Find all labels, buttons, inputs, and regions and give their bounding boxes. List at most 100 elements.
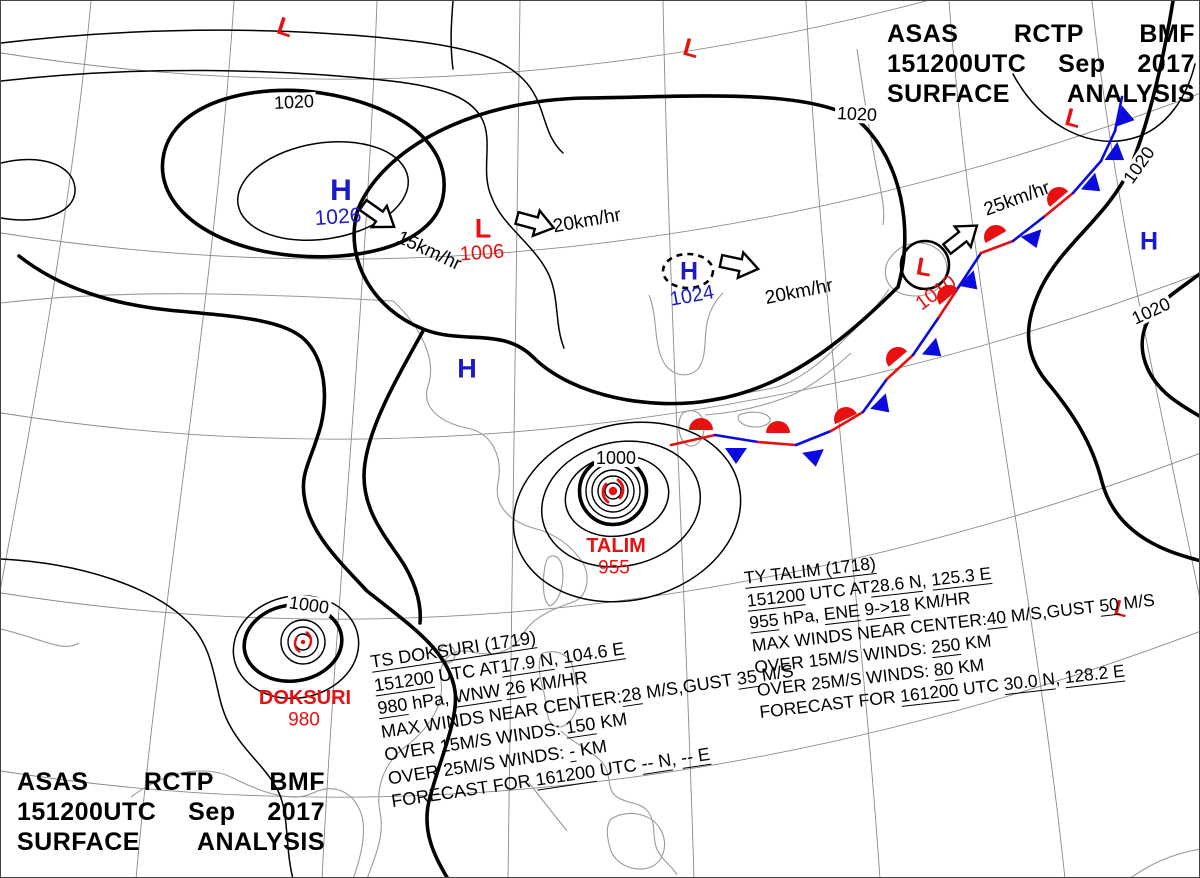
info-text: KM [573,735,609,761]
isobar-thick [160,88,446,259]
storm-pressure-label: 955 [598,557,630,579]
stationary-front-line [885,353,915,381]
isobar-value-label: 1020 [271,90,317,114]
high-pressure-letter: H [457,353,477,384]
warm-front-symbol [834,407,857,425]
cold-front-symbol [1020,229,1042,249]
title-word: 2017 [1137,50,1195,78]
coastline [698,288,890,402]
isobar-thin [236,140,410,242]
title-word: BMF [269,768,325,796]
stationary-front-line [1099,129,1117,163]
coastline [560,730,678,876]
info-text: UTC [593,754,643,781]
stationary-front-line [1043,191,1075,218]
info-text: hPa, [405,687,456,714]
info-value: ENE [822,600,861,626]
storm-ring [280,619,326,665]
graticule-meridian-line [662,1,695,877]
chart-title-line: SURFACE ANALYSIS [17,827,325,857]
info-text: M/S [755,660,795,686]
title-word: Sep [188,798,236,826]
graticule-meridian-line [321,1,378,877]
coastline [678,410,705,447]
chart-title-block: ASAS RCTP BMF 151200UTC Sep 2017 SURFACE ANALYS… [17,767,325,857]
stationary-front-line [794,429,833,447]
isobar-value-label: 1020 [834,102,880,126]
info-value: 150 [564,713,597,739]
isobar-value-label: 1000 [593,448,639,468]
cold-front-symbol [725,448,747,464]
title-word: RCTP [143,768,214,796]
title-word: ASAS [17,768,89,796]
movement-arrow-icon [718,249,761,280]
coastline [528,782,568,832]
warm-front-symbol [689,418,713,430]
isobar-thick [17,254,458,877]
stationary-front-line [911,315,941,357]
coastline [737,411,771,428]
title-word: BMF [1139,20,1195,48]
coastline [856,48,885,226]
title-word: SURFACE [887,80,1010,108]
isobar-thin [1012,63,1196,142]
coastline [1,293,588,877]
warm-front-symbol [766,421,790,433]
chart-title-line: SURFACE ANALYSIS [887,79,1195,109]
stationary-front-line [979,239,1015,255]
warm-front-symbol [984,225,1007,243]
stationary-front-line [1113,95,1124,133]
coastline [1,628,80,647]
info-text: UTC [957,674,1005,700]
movement-arrow-icon [941,224,979,256]
high-pressure-letter: H [1139,227,1159,256]
stationary-front-line [937,289,958,319]
cold-front-symbol [1080,172,1101,192]
isobar-thick [1140,272,1199,418]
stationary-front-line [756,440,798,447]
graticule-parallel-line [1,453,1199,620]
isobar-thin [1,558,294,877]
storm-ring [597,475,629,507]
title-word: ANALYSIS [196,828,325,856]
coastline [1130,848,1199,877]
storm-ring [604,482,622,500]
info-value: 50 [1098,593,1120,617]
title-word: ASAS [887,20,959,48]
typhoon-symbol [601,478,625,504]
storm-name-label: TALIM [586,535,646,557]
chart-title-line: ASAS RCTP BMF [17,767,325,797]
storm-outer-isobar [540,440,702,568]
graticule-meridian-line [135,1,235,877]
stationary-front-line [669,433,717,447]
cold-front-symbol [870,393,890,413]
cold-front-symbol [1104,141,1125,161]
isobar-thin [1,69,565,349]
stationary-front-line [1071,159,1103,195]
title-word: 151200UTC [17,798,157,826]
info-value: 40 [985,606,1008,630]
coastline [130,770,364,877]
cold-front-symbol [958,270,978,290]
storm-ring [287,626,319,658]
chart-title-line: 151200UTC Sep 2017 [17,797,325,827]
info-text: M/S [1117,589,1156,614]
title-word: RCTP [1013,20,1084,48]
info-value: 980 [376,694,409,720]
warm-front-symbol [937,285,959,305]
pressure-center-value: 1026 [313,203,363,231]
isobar-thick [362,329,425,625]
isobar-thin [1,158,76,221]
graticule-parallel-line [1,1,928,80]
info-text: KM [952,653,986,678]
graticule-meridian-line [948,1,1066,877]
stationary-front-line [861,377,889,414]
title-word: ANALYSIS [1066,80,1195,108]
pressure-center-value: 1006 [459,240,505,266]
movement-arrow-icon [513,208,556,238]
coastline [606,812,666,870]
graticule-meridian-line [1,1,92,589]
info-value: -- N [639,749,673,775]
